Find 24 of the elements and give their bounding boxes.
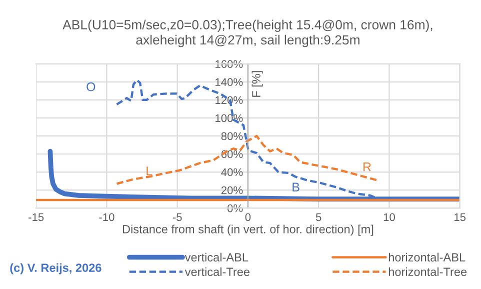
y-tick-label: 80% [221,132,243,140]
legend-label: horizontal-ABL [388,252,466,262]
legend-label: vertical-ABL [184,252,248,262]
x-tick-label: 10 [384,213,395,222]
x-axis-title: Distance from shaft (in vert. of hor. direction) [m] [122,224,374,236]
legend-label: vertical-Tree [184,267,250,276]
legend-label: horizontal-Tree [388,267,467,276]
annotation: L [146,166,152,176]
y-tick-label: 100% [216,114,243,122]
x-tick-label: -15 [28,213,44,222]
annotation: B [292,182,300,192]
chart-title: ABL(U10=5m/sec,z0=0.03);Tree(height 15.4@0m, crown 16m), axleheight 14@27m, sail length:9.25m [62,20,432,48]
x-tick-label: -5 [172,213,182,222]
y-tick-label: 40% [221,168,243,176]
y-tick-label: 20% [221,186,243,194]
annotation: O [86,82,96,92]
x-tick-label: -10 [99,213,114,222]
x-tick-label: 5 [316,213,322,222]
y-axis-title: F [%] [252,71,263,97]
y-tick-label: 140% [216,78,243,86]
text: (c) V. Reijs, 2026 [10,263,102,274]
annotation: R [364,162,371,172]
x-tick-label: 15 [454,213,466,222]
x-tick-label: 0 [245,213,251,222]
